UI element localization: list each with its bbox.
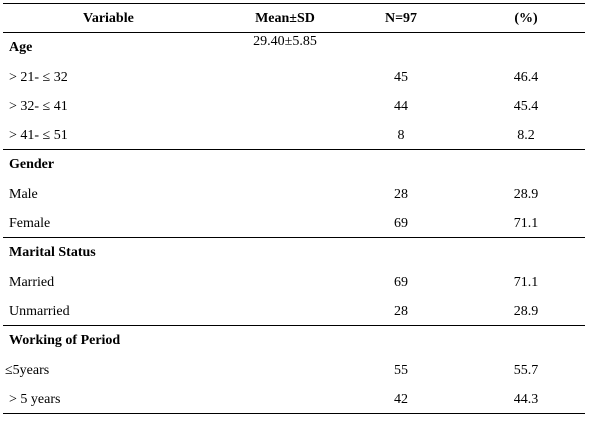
table-row: > 32- ≤ 41 44 45.4 (3, 92, 585, 121)
row-pct: 8.2 (517, 128, 535, 144)
table-row: ≤5years 55 55.7 (3, 356, 585, 385)
header-pct: (%) (514, 11, 538, 26)
row-label: > 32- ≤ 41 (9, 98, 68, 114)
age-mean-sd: 29.40±5.85 (253, 34, 317, 50)
row-pct: 71.1 (513, 274, 539, 290)
row-n: 44 (394, 98, 408, 114)
section-title-row-marital-status: Marital Status (3, 238, 585, 267)
table-row: Married 69 71.1 (3, 268, 585, 297)
row-pct: 55.7 (513, 362, 539, 378)
table-row: Unmarried 28 28.9 (3, 297, 585, 327)
row-label: Unmarried (9, 303, 70, 319)
table-row: Male 28 28.9 (3, 180, 585, 209)
row-label: > 41- ≤ 51 (9, 128, 68, 144)
row-n: 28 (394, 303, 408, 319)
row-n: 69 (394, 216, 408, 232)
row-label: Married (9, 274, 55, 290)
section-title-working-period: Working of Period (9, 333, 121, 349)
section-title-gender: Gender (9, 157, 55, 173)
row-label: Male (9, 186, 38, 202)
header-variable: Variable (83, 11, 134, 26)
section-title-row-age: Age 29.40±5.85 (3, 33, 585, 62)
row-pct: 28.9 (513, 303, 539, 319)
table-row: > 21- ≤ 32 45 46.4 (3, 63, 585, 92)
section-title-marital-status: Marital Status (9, 245, 96, 261)
section-title-row-working-period: Working of Period (3, 326, 585, 355)
row-label: > 5 years (9, 391, 61, 407)
table-header-row: Variable Mean±SD N=97 (%) (3, 4, 585, 34)
row-pct: 28.9 (513, 186, 539, 202)
row-n: 69 (394, 274, 408, 290)
row-pct: 71.1 (513, 216, 539, 232)
row-pct: 44.3 (513, 391, 539, 407)
row-label: Female (9, 216, 51, 232)
header-mean-sd: Mean±SD (255, 11, 315, 26)
section-title-row-gender: Gender (3, 150, 585, 179)
row-label: ≤5years (5, 362, 50, 378)
header-n: N=97 (384, 11, 418, 26)
row-label: > 21- ≤ 32 (9, 69, 68, 85)
row-n: 8 (397, 128, 405, 144)
section-title-age: Age (9, 40, 33, 56)
demographics-table: Variable Mean±SD N=97 (%) Age 29.40±5.85… (3, 3, 585, 415)
row-n: 45 (394, 69, 408, 85)
row-n: 55 (394, 362, 408, 378)
row-pct: 46.4 (513, 69, 539, 85)
table-row: Female 69 71.1 (3, 209, 585, 239)
table-row: > 5 years 42 44.3 (3, 385, 585, 415)
row-n: 28 (394, 186, 408, 202)
row-pct: 45.4 (513, 98, 539, 114)
row-n: 42 (394, 391, 408, 407)
table-row: > 41- ≤ 51 8 8.2 (3, 121, 585, 151)
